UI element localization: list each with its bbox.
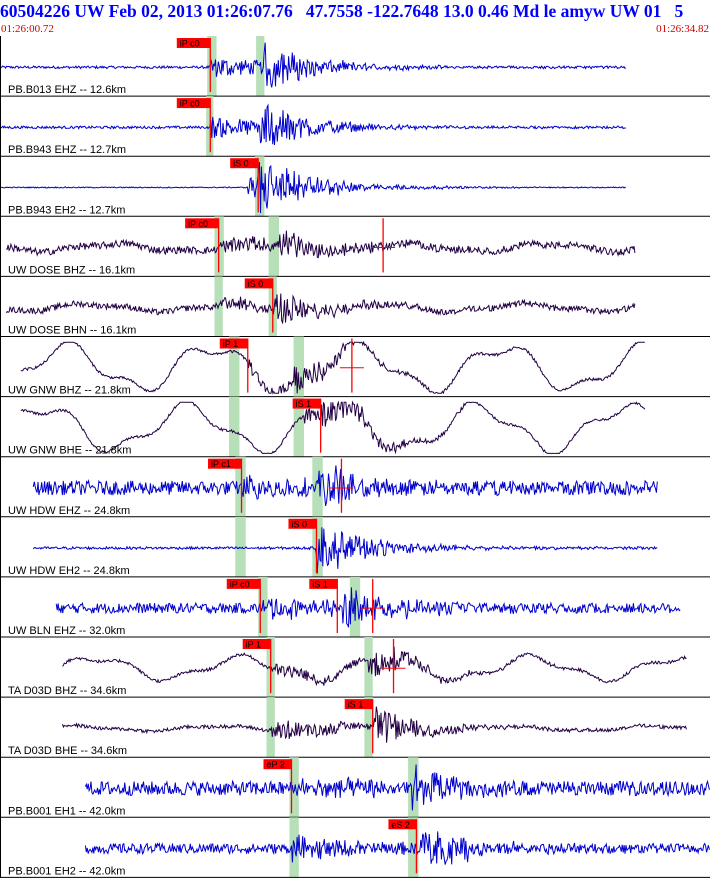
waveform (5, 293, 636, 325)
start-time-label: 01:26:00.72 (1, 23, 54, 35)
station-label: UW DOSE BHZ -- 16.1km (8, 264, 135, 276)
pick-label: iS 1 (348, 700, 364, 710)
pick-label: iP c0 (230, 579, 250, 589)
pick-label: iS 0 (233, 159, 249, 169)
trace-row[interactable]: iS 1 TA D03D BHE -- 34.6km (0, 697, 710, 758)
pick-label: iP 1 (223, 339, 238, 349)
pick-label-box (263, 759, 292, 770)
pick-window (289, 817, 299, 878)
pick-label-box (176, 38, 211, 48)
station-label: PB.B013 EHZ -- 12.6km (8, 84, 126, 96)
pick-label-box (242, 639, 271, 649)
waveform (20, 340, 645, 395)
waveform (62, 706, 687, 743)
station-label: PB.B001 EH1 -- 42.0km (8, 805, 125, 817)
waveform (32, 527, 658, 574)
waveform (0, 42, 627, 88)
waveform (0, 162, 626, 214)
trace-row[interactable]: iP 1 TA D03D BHZ -- 34.6km (0, 637, 710, 698)
waveform (0, 103, 627, 146)
station-label: PB.B943 EHZ -- 12.7km (8, 144, 126, 156)
pick-label: iP 1 (246, 640, 261, 650)
pick-label: eS 2 (391, 820, 410, 830)
pick-label: eP 2 (266, 760, 284, 770)
pick-window (229, 336, 240, 397)
trace-row[interactable]: eS 2 PB.B001 EH2 -- 42.0km (0, 817, 710, 878)
pick-window (266, 697, 275, 758)
pick-label: iP c0 (180, 39, 200, 49)
trace-row[interactable]: iP 1 UW GNW BHZ -- 21.8km (0, 336, 710, 398)
station-label: PB.B943 EH2 -- 12.7km (8, 204, 125, 216)
pick-label-box (185, 218, 219, 229)
pick-window (408, 817, 419, 878)
event-title: 60504226 UW Feb 02, 2013 01:26:07.76 47.… (0, 1, 684, 21)
pick-window (235, 456, 246, 517)
pick-window (408, 757, 419, 818)
pick-label-box (388, 819, 417, 830)
pick-label: iS 0 (248, 279, 264, 289)
waveform (62, 646, 687, 687)
waveform (55, 587, 681, 628)
pick-label: iP c0 (188, 219, 208, 229)
station-label: UW HDW EH2 -- 24.8km (8, 565, 130, 577)
end-time-label: 01:26:34.82 (656, 23, 709, 35)
seismogram-panel[interactable]: iP c0 PB.B013 EHZ -- 12.6km iP c0 PB.B943 E… (0, 36, 710, 878)
pick-label-box (226, 578, 261, 589)
pick-label: iS 1 (296, 399, 312, 409)
trace-row[interactable]: eP 2 PB.B001 EH1 -- 42.0km (0, 757, 710, 818)
pick-label-box (288, 518, 317, 529)
trace-row[interactable]: iP c0 PB.B943 EHZ -- 12.7km (0, 96, 710, 157)
trace-row[interactable]: iS 0 UW DOSE BHN -- 16.1km (0, 276, 710, 337)
station-label: UW BLN EHZ -- 32.0km (8, 625, 125, 637)
pick-window (293, 396, 304, 457)
waveform (20, 400, 646, 455)
station-label: UW DOSE BHN -- 16.1km (8, 325, 136, 337)
pick-label: iS 1 (312, 579, 328, 589)
trace-row[interactable]: iP c0 iS 1 UW BLN EHZ -- 32.0km (0, 576, 710, 638)
waveform (84, 764, 710, 811)
pick-window (235, 516, 246, 577)
pick-label-box (230, 158, 259, 169)
pick-window (289, 757, 299, 818)
pick-window (293, 336, 304, 397)
trace-row[interactable]: iS 0 PB.B943 EH2 -- 12.7km (0, 156, 710, 217)
pick-label-box (309, 578, 338, 589)
pick-label: iS 0 (291, 519, 307, 529)
pick-label-box (208, 458, 242, 469)
pick-window (312, 516, 323, 577)
pick-label-box (244, 278, 273, 289)
station-label: TA D03D BHE -- 34.6km (8, 745, 127, 757)
pick-window (229, 396, 240, 457)
station-label: UW HDW EHZ -- 24.8km (8, 505, 130, 517)
header: 60504226 UW Feb 02, 2013 01:26:07.76 47.… (0, 0, 710, 36)
station-label: TA D03D BHZ -- 34.6km (8, 685, 126, 697)
waveform (32, 465, 658, 507)
trace-row[interactable]: iP c1 UW HDW EHZ -- 24.8km (0, 456, 710, 518)
pick-window (312, 456, 323, 517)
trace-row[interactable]: iS 0 UW HDW EH2 -- 24.8km (0, 516, 710, 578)
pick-label-box (292, 398, 321, 409)
station-label: UW GNW BHE -- 21.8km (8, 445, 131, 457)
trace-row[interactable]: iS 1 UW GNW BHE -- 21.8km (0, 396, 710, 458)
station-label: PB.B001 EH2 -- 42.0km (8, 865, 125, 877)
waveform (84, 831, 710, 865)
pick-label-box (176, 98, 211, 109)
pick-label-box (344, 699, 373, 710)
station-label: UW GNW BHZ -- 21.8km (8, 385, 131, 397)
pick-label-box (219, 338, 248, 349)
pick-label: iP c0 (180, 99, 200, 109)
waveform (5, 230, 636, 259)
pick-label: iP c1 (211, 459, 231, 469)
pick-window (256, 36, 265, 97)
trace-row[interactable]: iP c0 PB.B013 EHZ -- 12.6km (0, 36, 710, 97)
trace-row[interactable]: iP c0 UW DOSE BHZ -- 16.1km (0, 216, 710, 277)
